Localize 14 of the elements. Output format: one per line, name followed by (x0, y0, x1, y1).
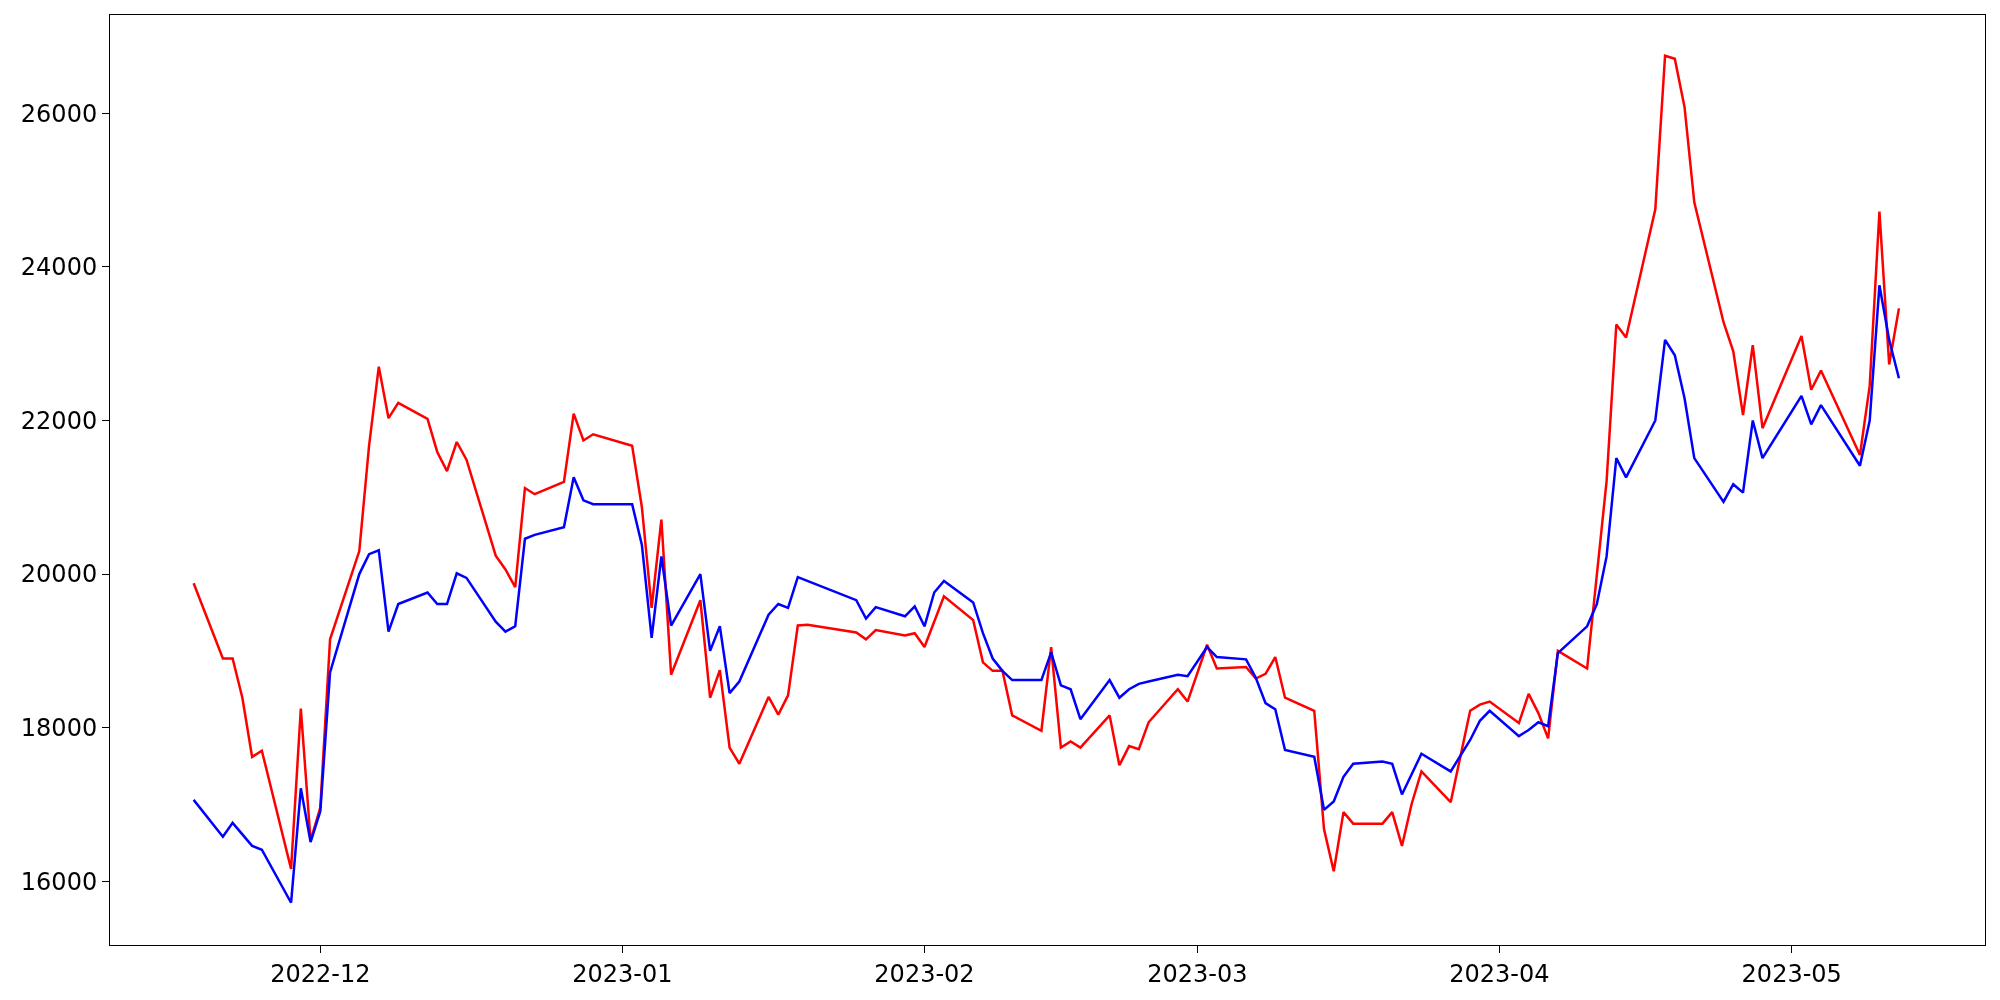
line-series (192, 284, 1901, 905)
x-tick-label: 2022-12 (270, 959, 371, 988)
line-series (192, 54, 1901, 873)
x-tick-label: 2023-05 (1741, 959, 1842, 988)
x-tick-label: 2023-03 (1147, 959, 1248, 988)
y-tick-label: 18000 (20, 714, 98, 743)
y-tick-label: 26000 (20, 99, 98, 128)
x-tick-label: 2023-01 (572, 959, 673, 988)
y-tick-label: 20000 (20, 560, 98, 589)
y-tick-label: 22000 (20, 406, 98, 435)
y-tick-label: 16000 (20, 867, 98, 896)
y-tick-label: 24000 (20, 253, 98, 282)
x-tick-label: 2023-04 (1449, 959, 1550, 988)
x-tick-label: 2023-02 (874, 959, 975, 988)
